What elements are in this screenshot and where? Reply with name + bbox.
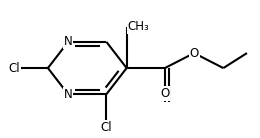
Text: N: N <box>64 35 73 48</box>
Text: N: N <box>64 88 73 101</box>
Text: O: O <box>160 87 170 100</box>
Text: Cl: Cl <box>101 120 112 133</box>
Text: CH₃: CH₃ <box>128 20 150 33</box>
Text: O: O <box>190 47 199 60</box>
Text: Cl: Cl <box>8 62 20 75</box>
